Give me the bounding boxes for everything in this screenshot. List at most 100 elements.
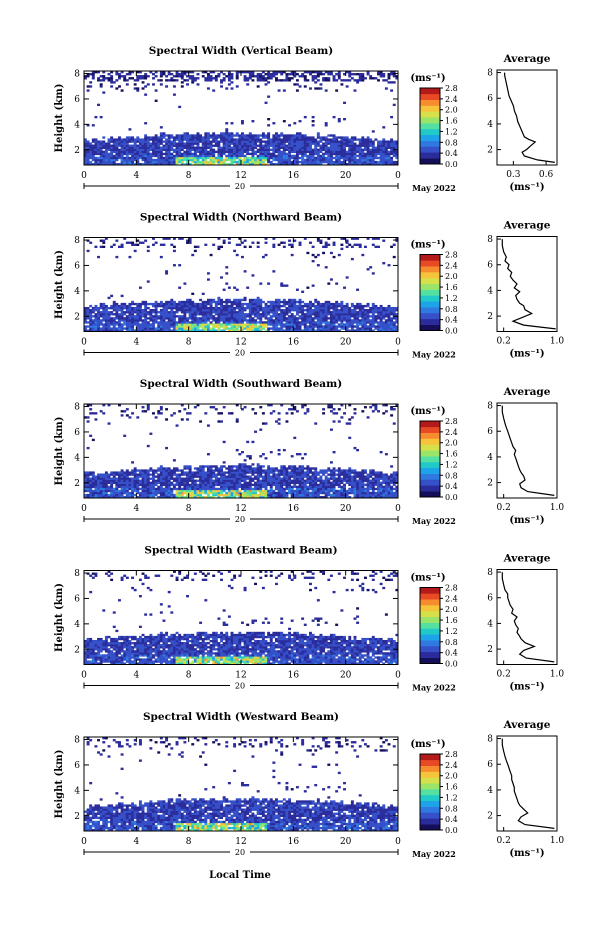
heatmap-cell (241, 317, 244, 320)
heatmap-cell (125, 414, 129, 417)
heatmap-cell (241, 485, 244, 489)
heatmap-cell (227, 154, 231, 158)
heatmap-cell (86, 477, 90, 480)
heatmap-cell (162, 491, 166, 495)
heatmap-cell (186, 79, 189, 82)
heatmap-cell (269, 148, 273, 151)
heatmap-cell (141, 152, 145, 156)
heatmap-cell (136, 304, 140, 308)
heatmap-cell (241, 477, 244, 480)
heatmap-cell (199, 321, 203, 324)
heatmap-cell (97, 255, 100, 259)
heatmap-cell (248, 475, 252, 478)
heatmap-cell (186, 144, 189, 147)
heatmap-cell (138, 309, 142, 312)
heatmap-cell (272, 148, 276, 151)
heatmap-cell (345, 304, 349, 308)
heatmap-cell (196, 158, 200, 162)
heatmap-cell (199, 154, 203, 158)
heatmap-cell (214, 325, 218, 328)
heatmap-cell (356, 325, 360, 328)
heatmap-cell (259, 156, 263, 160)
heatmap-cell (264, 156, 268, 160)
heatmap-cell (222, 485, 226, 489)
heatmap-cell (94, 325, 98, 328)
colorbar-swatch (420, 283, 440, 290)
heatmap-cell (180, 473, 184, 476)
heatmap-cell (303, 321, 307, 324)
heatmap-cell (115, 323, 119, 326)
heatmap-cell (254, 471, 257, 474)
heatmap-cell (366, 321, 370, 324)
heatmap-cell (193, 406, 197, 409)
heatmap-cell (154, 317, 158, 320)
heatmap-cell (183, 489, 187, 493)
heatmap-cell (290, 302, 294, 306)
heatmap-cell (118, 152, 121, 156)
heatmap-cell (191, 483, 195, 487)
heatmap-cell (125, 327, 129, 330)
heatmap-cell (337, 140, 341, 143)
heatmap-cell (340, 144, 344, 147)
heatmap-cell (264, 136, 268, 139)
heatmap-cell (340, 146, 344, 149)
heatmap-cell (293, 122, 297, 125)
heatmap-cell (285, 140, 289, 143)
heatmap-cell (141, 471, 145, 474)
heatmap-cell (159, 136, 163, 139)
heatmap-cell (183, 158, 187, 162)
x-tick-label: 8 (186, 171, 192, 181)
heatmap-cell (241, 160, 244, 164)
heatmap-cell (201, 75, 205, 78)
heatmap-cell (261, 156, 265, 160)
heatmap-cell (110, 75, 114, 78)
heatmap-cell (136, 148, 140, 151)
heatmap-cell (230, 315, 234, 318)
heatmap-cell (183, 79, 187, 82)
heatmap-cell (327, 321, 331, 324)
heatmap-cell (97, 103, 100, 107)
heatmap-cell (118, 471, 121, 474)
heatmap-cell (217, 142, 221, 145)
heatmap-cell (366, 329, 370, 332)
heatmap-cell (301, 152, 305, 156)
heatmap-cell (382, 75, 386, 78)
heatmap-cell (165, 493, 169, 497)
colorbar-swatch (420, 318, 440, 325)
heatmap-cell (311, 327, 315, 330)
heatmap-cell (89, 148, 93, 151)
heatmap-cell (172, 479, 176, 482)
heatmap-cell (112, 323, 116, 326)
heatmap-cell (261, 75, 265, 78)
heatmap-cell (91, 491, 95, 495)
heatmap-cell (165, 152, 169, 156)
heatmap-cell (206, 278, 210, 281)
heatmap-cell (172, 487, 176, 491)
heatmap-cell (141, 142, 145, 145)
heatmap-cell (118, 309, 121, 312)
heatmap-cell (165, 160, 169, 164)
heatmap-cell (209, 75, 213, 78)
heatmap-cell (392, 160, 396, 164)
heatmap-cell (227, 489, 231, 493)
heatmap-cell (264, 311, 268, 314)
heatmap-cell (94, 140, 98, 143)
heatmap-cell (306, 158, 310, 162)
heatmap-cell (128, 327, 132, 330)
heatmap-cell (144, 146, 148, 149)
heatmap-cell (298, 241, 302, 244)
heatmap-cell (356, 150, 360, 154)
heatmap-cell (214, 323, 218, 326)
heatmap-cell (256, 317, 260, 320)
heatmap-cell (275, 77, 278, 80)
heatmap-cell (175, 306, 179, 310)
heatmap-cell (275, 156, 278, 160)
heatmap-cell (335, 152, 339, 156)
heatmap-cell (272, 142, 276, 145)
heatmap-cell (280, 144, 284, 147)
heatmap-cell (146, 473, 150, 476)
heatmap-cell (131, 241, 135, 244)
heatmap-cell (225, 272, 229, 275)
heatmap-cell (230, 475, 234, 478)
heatmap-cell (290, 309, 294, 312)
